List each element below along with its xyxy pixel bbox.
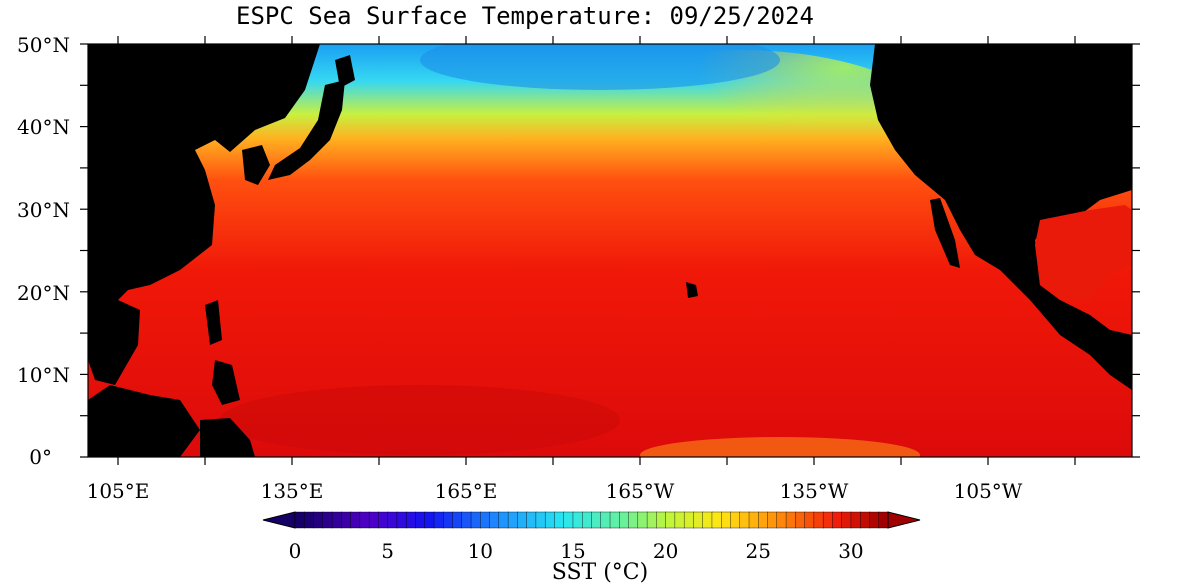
- colorbar-cell: [294, 511, 305, 529]
- colorbar-cell: [619, 511, 630, 529]
- colorbar-cell: [443, 511, 454, 529]
- map-title: ESPC Sea Surface Temperature: 09/25/2024: [236, 2, 814, 30]
- colorbar-tick-labels: 0 5 10 15 20 25 30: [289, 539, 864, 563]
- colorbar-cell: [387, 511, 398, 529]
- lon-label-135e: 135°E: [261, 479, 324, 503]
- colorbar-tick-label: 25: [746, 539, 771, 563]
- colorbar-cell: [656, 511, 667, 529]
- lat-label-0: 0°: [29, 445, 52, 469]
- colorbar-cell: [646, 511, 658, 529]
- colorbar-cell: [582, 511, 593, 529]
- colorbar-cell: [822, 511, 834, 529]
- colorbar-cell: [322, 511, 333, 529]
- lon-label-105e: 105°E: [87, 479, 150, 503]
- lon-label-135w: 135°W: [780, 479, 849, 503]
- colorbar: [262, 511, 921, 529]
- colorbar-cell: [693, 511, 704, 529]
- colorbar-cell: [396, 511, 407, 529]
- colorbar-cell: [860, 511, 871, 529]
- colorbar-cell: [795, 511, 806, 529]
- colorbar-cell: [804, 511, 815, 529]
- colorbar-cell: [368, 511, 380, 529]
- colorbar-cell: [517, 511, 528, 529]
- colorbar-cell: [452, 511, 463, 529]
- colorbar-cell: [637, 511, 648, 529]
- colorbar-title: SST (°C): [551, 560, 649, 585]
- colorbar-cell: [304, 511, 315, 529]
- colorbar-cell: [665, 511, 676, 529]
- colorbar-cell: [359, 511, 370, 529]
- colorbar-cell: [721, 511, 732, 529]
- colorbar-cell: [489, 511, 500, 529]
- land-masses: [88, 44, 1132, 457]
- lat-tick-marks: [80, 43, 1140, 458]
- colorbar-cell: [739, 511, 750, 529]
- colorbar-cell: [526, 511, 537, 529]
- colorbar-cells: [294, 511, 889, 529]
- colorbar-cell: [535, 511, 546, 529]
- colorbar-cell: [600, 511, 611, 529]
- colorbar-cell: [313, 511, 324, 529]
- ocean-field: [88, 44, 1132, 457]
- colorbar-cell: [869, 511, 880, 529]
- colorbar-tick-label: 5: [381, 539, 394, 563]
- lon-label-105w: 105°W: [954, 479, 1023, 503]
- lon-label-165e: 165°E: [435, 479, 498, 503]
- colorbar-tick-label: 15: [560, 539, 585, 563]
- colorbar-cell: [832, 511, 843, 529]
- colorbar-cell: [609, 511, 620, 529]
- colorbar-cell: [480, 511, 491, 529]
- colorbar-cell: [674, 511, 685, 529]
- colorbar-cell: [433, 511, 444, 529]
- colorbar-cell: [554, 511, 565, 529]
- colorbar-cell: [470, 511, 482, 529]
- colorbar-high-arrow: [887, 511, 921, 529]
- colorbar-tick-label: 20: [653, 539, 678, 563]
- colorbar-cell: [702, 511, 713, 529]
- colorbar-cell: [378, 511, 389, 529]
- colorbar-cell: [748, 511, 759, 529]
- colorbar-tick-label: 10: [468, 539, 493, 563]
- lat-label-50n: 50°N: [17, 33, 70, 57]
- colorbar-cell: [767, 511, 778, 529]
- colorbar-cell: [331, 511, 343, 529]
- lon-tick-marks: [117, 36, 1076, 465]
- colorbar-cell: [544, 511, 556, 529]
- lat-label-30n: 30°N: [17, 198, 70, 222]
- colorbar-cell: [591, 511, 602, 529]
- colorbar-cell: [711, 511, 722, 529]
- colorbar-cell: [563, 511, 574, 529]
- colorbar-cell: [841, 511, 852, 529]
- colorbar-cell: [730, 511, 741, 529]
- lat-label-10n: 10°N: [17, 363, 70, 387]
- colorbar-cell: [572, 511, 583, 529]
- colorbar-cell: [498, 511, 509, 529]
- gulf-of-mexico: [1035, 205, 1132, 300]
- colorbar-low-arrow: [262, 511, 296, 529]
- colorbar-cell: [776, 511, 787, 529]
- colorbar-cell: [850, 511, 861, 529]
- lat-label-40n: 40°N: [17, 115, 70, 139]
- colorbar-tick-label: 0: [289, 539, 302, 563]
- colorbar-cell: [405, 511, 417, 529]
- colorbar-cell: [350, 511, 361, 529]
- colorbar-cell: [683, 511, 695, 529]
- colorbar-cell: [415, 511, 426, 529]
- colorbar-cell: [341, 511, 352, 529]
- colorbar-cell: [758, 511, 769, 529]
- colorbar-cell: [628, 511, 639, 529]
- colorbar-cell: [785, 511, 797, 529]
- colorbar-cell: [813, 511, 824, 529]
- colorbar-cell: [507, 511, 519, 529]
- colorbar-tick-label: 30: [838, 539, 863, 563]
- colorbar-cell: [878, 511, 889, 529]
- colorbar-cell: [424, 511, 435, 529]
- lon-label-165w: 165°W: [606, 479, 675, 503]
- colorbar-cell: [461, 511, 472, 529]
- lat-label-20n: 20°N: [17, 281, 70, 305]
